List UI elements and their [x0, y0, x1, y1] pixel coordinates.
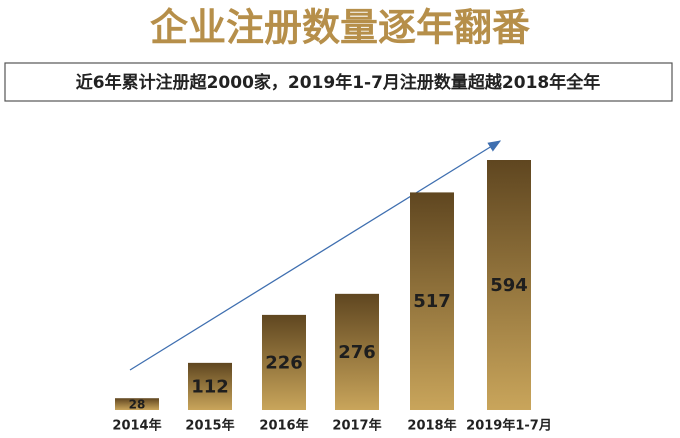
bar — [487, 160, 531, 410]
x-tick-label: 2018年 — [407, 418, 456, 434]
bar — [410, 192, 454, 410]
bar — [188, 362, 232, 410]
bar — [262, 314, 306, 410]
value-label: 112 — [191, 376, 229, 397]
trend-arrow — [129, 140, 502, 371]
x-tick-label: 2014年 — [112, 418, 161, 434]
chart-title: 企业注册数量逐年翻番 — [150, 6, 530, 50]
bar — [335, 293, 379, 410]
x-tick-label: 2015年 — [185, 418, 234, 434]
bar — [115, 398, 159, 410]
value-label: 594 — [490, 275, 528, 296]
value-label: 517 — [413, 291, 451, 312]
value-label: 276 — [338, 342, 376, 363]
value-label: 226 — [265, 352, 303, 373]
x-tick-label: 2019年1-7月 — [466, 418, 552, 434]
x-tick-label: 2017年 — [332, 418, 381, 434]
value-label: 28 — [129, 398, 146, 412]
subtitle-box — [4, 62, 673, 102]
x-tick-label: 2016年 — [259, 418, 308, 434]
chart-subtitle: 近6年累计注册超2000家，2019年1-7月注册数量超越2018年全年 — [76, 72, 600, 93]
